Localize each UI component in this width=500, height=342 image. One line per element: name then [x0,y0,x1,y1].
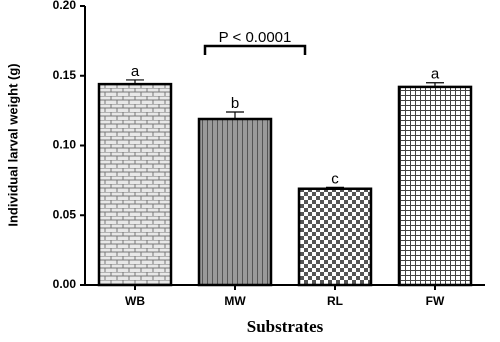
y-tick-label: 0.00 [53,277,77,291]
bar [97,82,173,287]
x-tick-label: RL [327,294,343,308]
x-tick-label: FW [426,294,445,308]
error-bar [226,111,244,119]
significance-annotation: P < 0.0001 [219,29,292,46]
bar [397,85,473,287]
x-tick-label: WB [125,294,145,308]
significance-letter: c [331,170,339,187]
significance-bracket [203,44,307,55]
significance-letter: b [231,95,239,112]
y-tick-label: 0.10 [53,138,77,152]
significance-letter: a [131,63,140,80]
error-bar [426,82,444,87]
error-bar [126,79,144,85]
x-tick-label: MW [224,294,246,308]
y-tick-label: 0.20 [53,0,77,12]
bar [297,187,373,287]
x-axis-title: Substrates [247,317,324,336]
error-bar [326,186,344,189]
y-axis-title: Individual larval weight (g) [5,63,20,226]
y-tick-label: 0.15 [53,68,77,82]
bar [197,117,273,287]
y-tick-label: 0.05 [53,207,77,221]
significance-letter: a [431,66,440,83]
